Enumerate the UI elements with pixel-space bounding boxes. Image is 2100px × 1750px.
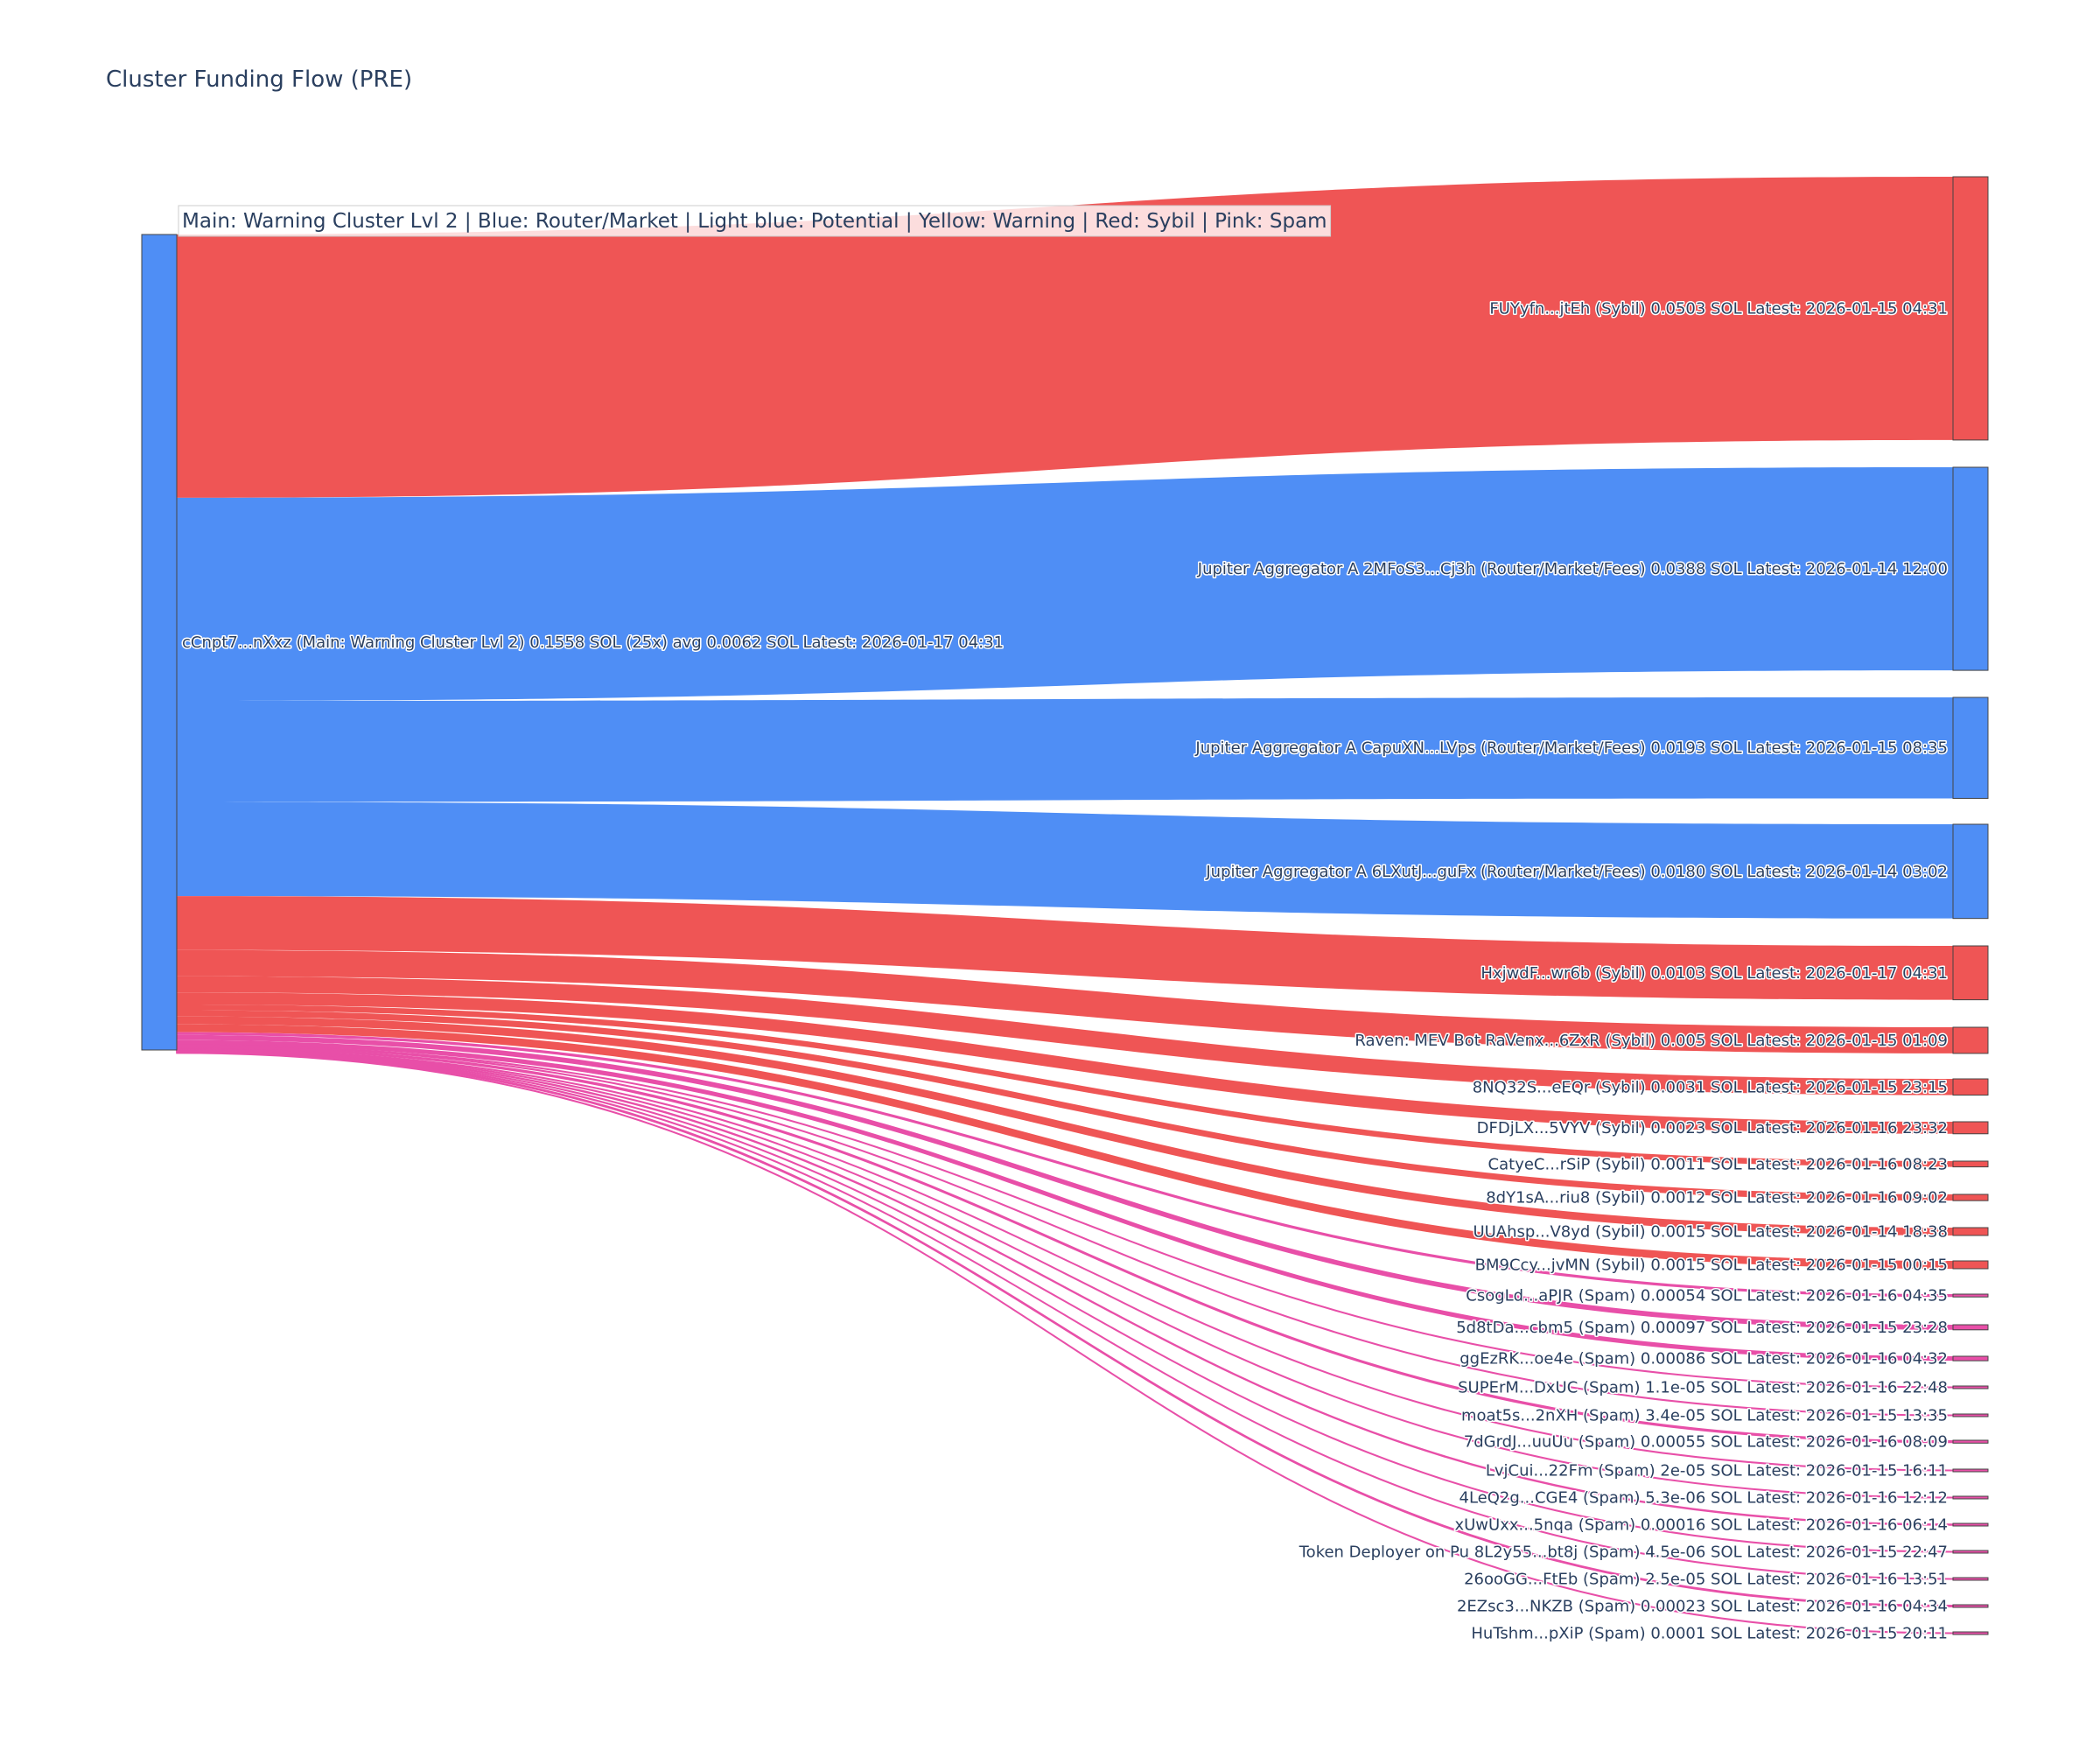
target-node-label-24: 2EZsc3...NKZB (Spam) 0.00023 SOL Latest:…	[1457, 1598, 1948, 1616]
link-6[interactable]	[177, 949, 1953, 1054]
chart-title: Cluster Funding Flow (PRE)	[106, 66, 412, 93]
target-node-6[interactable]	[1952, 1026, 1989, 1054]
legend-annotation-text: Main: Warning Cluster Lvl 2 | Blue: Rout…	[182, 210, 1327, 233]
sankey-links	[176, 177, 1954, 1634]
target-node-label-7: 8NQ32S...eEQr (Sybil) 0.0031 SOL Latest:…	[1473, 1078, 1948, 1096]
link-8[interactable]	[177, 992, 1953, 1134]
link-18[interactable]	[177, 1046, 1953, 1444]
target-node-25[interactable]	[1952, 1631, 1989, 1635]
link-9[interactable]	[177, 1004, 1953, 1167]
target-node-20[interactable]	[1952, 1495, 1989, 1500]
target-node-label-16: SUPErM...DxUC (Spam) 1.1e-05 SOL Latest:…	[1458, 1379, 1948, 1397]
target-node-label-9: CatyeC...rSiP (Sybil) 0.0011 SOL Latest:…	[1488, 1155, 1948, 1173]
target-node-label-15: ggEzRK...oe4e (Spam) 0.00086 SOL Latest:…	[1460, 1350, 1948, 1368]
target-node-24[interactable]	[1952, 1604, 1989, 1608]
target-node-label-8: DFDjLX...5VYV (Sybil) 0.0023 SOL Latest:…	[1477, 1119, 1948, 1138]
link-14[interactable]	[177, 1034, 1953, 1330]
target-node-19[interactable]	[1952, 1468, 1989, 1473]
link-15[interactable]	[177, 1040, 1953, 1362]
target-node-label-18: 7dGrdJ...uuUu (Spam) 0.00055 SOL Latest:…	[1464, 1433, 1948, 1452]
sankey-labels: cCnpt7...nXxz (Main: Warning Cluster Lvl…	[181, 298, 1950, 1644]
link-5[interactable]	[177, 896, 1953, 1000]
target-node-10[interactable]	[1952, 1194, 1989, 1201]
target-node-label-20: 4LeQ2g...CGE4 (Spam) 5.3e-06 SOL Latest:…	[1460, 1489, 1948, 1508]
link-7[interactable]	[177, 976, 1953, 1096]
link-3[interactable]	[177, 697, 1953, 802]
target-node-label-4: Jupiter Aggregator A 6LXutJ...guFx (Rout…	[1205, 863, 1948, 881]
target-node-label-12: BM9Ccy...jvMN (Sybil) 0.0015 SOL Latest:…	[1475, 1256, 1948, 1274]
link-2[interactable]	[177, 467, 1953, 701]
target-node-12[interactable]	[1952, 1260, 1989, 1270]
target-node-22[interactable]	[1952, 1550, 1989, 1554]
link-4[interactable]	[177, 802, 1953, 919]
target-node-label-14: 5d8tDa...cbm5 (Spam) 0.00097 SOL Latest:…	[1456, 1319, 1948, 1337]
target-node-7[interactable]	[1952, 1078, 1989, 1096]
source-node[interactable]	[141, 234, 178, 1051]
target-node-label-1: FUYyfn...jtEh (Sybil) 0.0503 SOL Latest:…	[1489, 299, 1948, 318]
target-node-18[interactable]	[1952, 1439, 1989, 1444]
link-13[interactable]	[177, 1032, 1953, 1298]
source-node-label: cCnpt7...nXxz (Main: Warning Cluster Lvl…	[182, 634, 1004, 652]
target-node-2[interactable]	[1952, 466, 1989, 671]
target-node-1[interactable]	[1952, 176, 1989, 441]
target-node-label-3: Jupiter Aggregator A CapuXN...LVps (Rout…	[1194, 739, 1948, 758]
target-node-4[interactable]	[1952, 823, 1989, 920]
target-node-label-2: Jupiter Aggregator A 2MFoS3...Cj3h (Rout…	[1197, 560, 1948, 578]
target-node-label-22: Token Deployer on Pu 8L2y55...bt8j (Spam…	[1298, 1544, 1948, 1562]
target-node-9[interactable]	[1952, 1160, 1989, 1168]
link-12[interactable]	[177, 1024, 1953, 1269]
link-11[interactable]	[177, 1016, 1953, 1236]
target-node-11[interactable]	[1952, 1227, 1989, 1236]
link-10[interactable]	[177, 1010, 1953, 1201]
target-node-5[interactable]	[1952, 945, 1989, 1001]
target-node-23[interactable]	[1952, 1577, 1989, 1581]
target-node-label-6: Raven: MEV Bot RaVenx...6ZxR (Sybil) 0.0…	[1354, 1032, 1948, 1050]
target-node-15[interactable]	[1952, 1355, 1989, 1362]
target-node-label-23: 26ooGG...FtEb (Spam) 2.5e-05 SOL Latest:…	[1464, 1571, 1948, 1589]
target-node-label-10: 8dY1sA...riu8 (Sybil) 0.0012 SOL Latest:…	[1486, 1189, 1948, 1208]
link-1[interactable]	[177, 177, 1953, 498]
target-node-label-21: xUwUxx...5nqa (Spam) 0.00016 SOL Latest:…	[1454, 1516, 1948, 1535]
target-node-label-5: HxjwdF...wr6b (Sybil) 0.0103 SOL Latest:…	[1480, 964, 1948, 983]
target-node-label-19: LvjCui...22Fm (Spam) 2e-05 SOL Latest: 2…	[1486, 1462, 1948, 1480]
target-node-17[interactable]	[1952, 1413, 1989, 1418]
target-node-13[interactable]	[1952, 1293, 1989, 1298]
sankey-nodes	[141, 176, 1989, 1635]
target-node-3[interactable]	[1952, 696, 1989, 799]
target-node-21[interactable]	[1952, 1522, 1989, 1527]
target-node-label-13: CsogLd...aPJR (Spam) 0.00054 SOL Latest:…	[1466, 1287, 1948, 1306]
target-node-label-17: moat5s...2nXH (Spam) 3.4e-05 SOL Latest:…	[1461, 1407, 1948, 1425]
legend-annotation: Main: Warning Cluster Lvl 2 | Blue: Rout…	[178, 205, 1332, 237]
target-node-16[interactable]	[1952, 1385, 1989, 1390]
target-node-8[interactable]	[1952, 1121, 1989, 1135]
target-node-label-25: HuTshm...pXiP (Spam) 0.0001 SOL Latest: …	[1471, 1625, 1948, 1643]
target-node-label-11: UUAhsp...V8yd (Sybil) 0.0015 SOL Latest:…	[1473, 1222, 1948, 1241]
target-node-14[interactable]	[1952, 1324, 1989, 1331]
